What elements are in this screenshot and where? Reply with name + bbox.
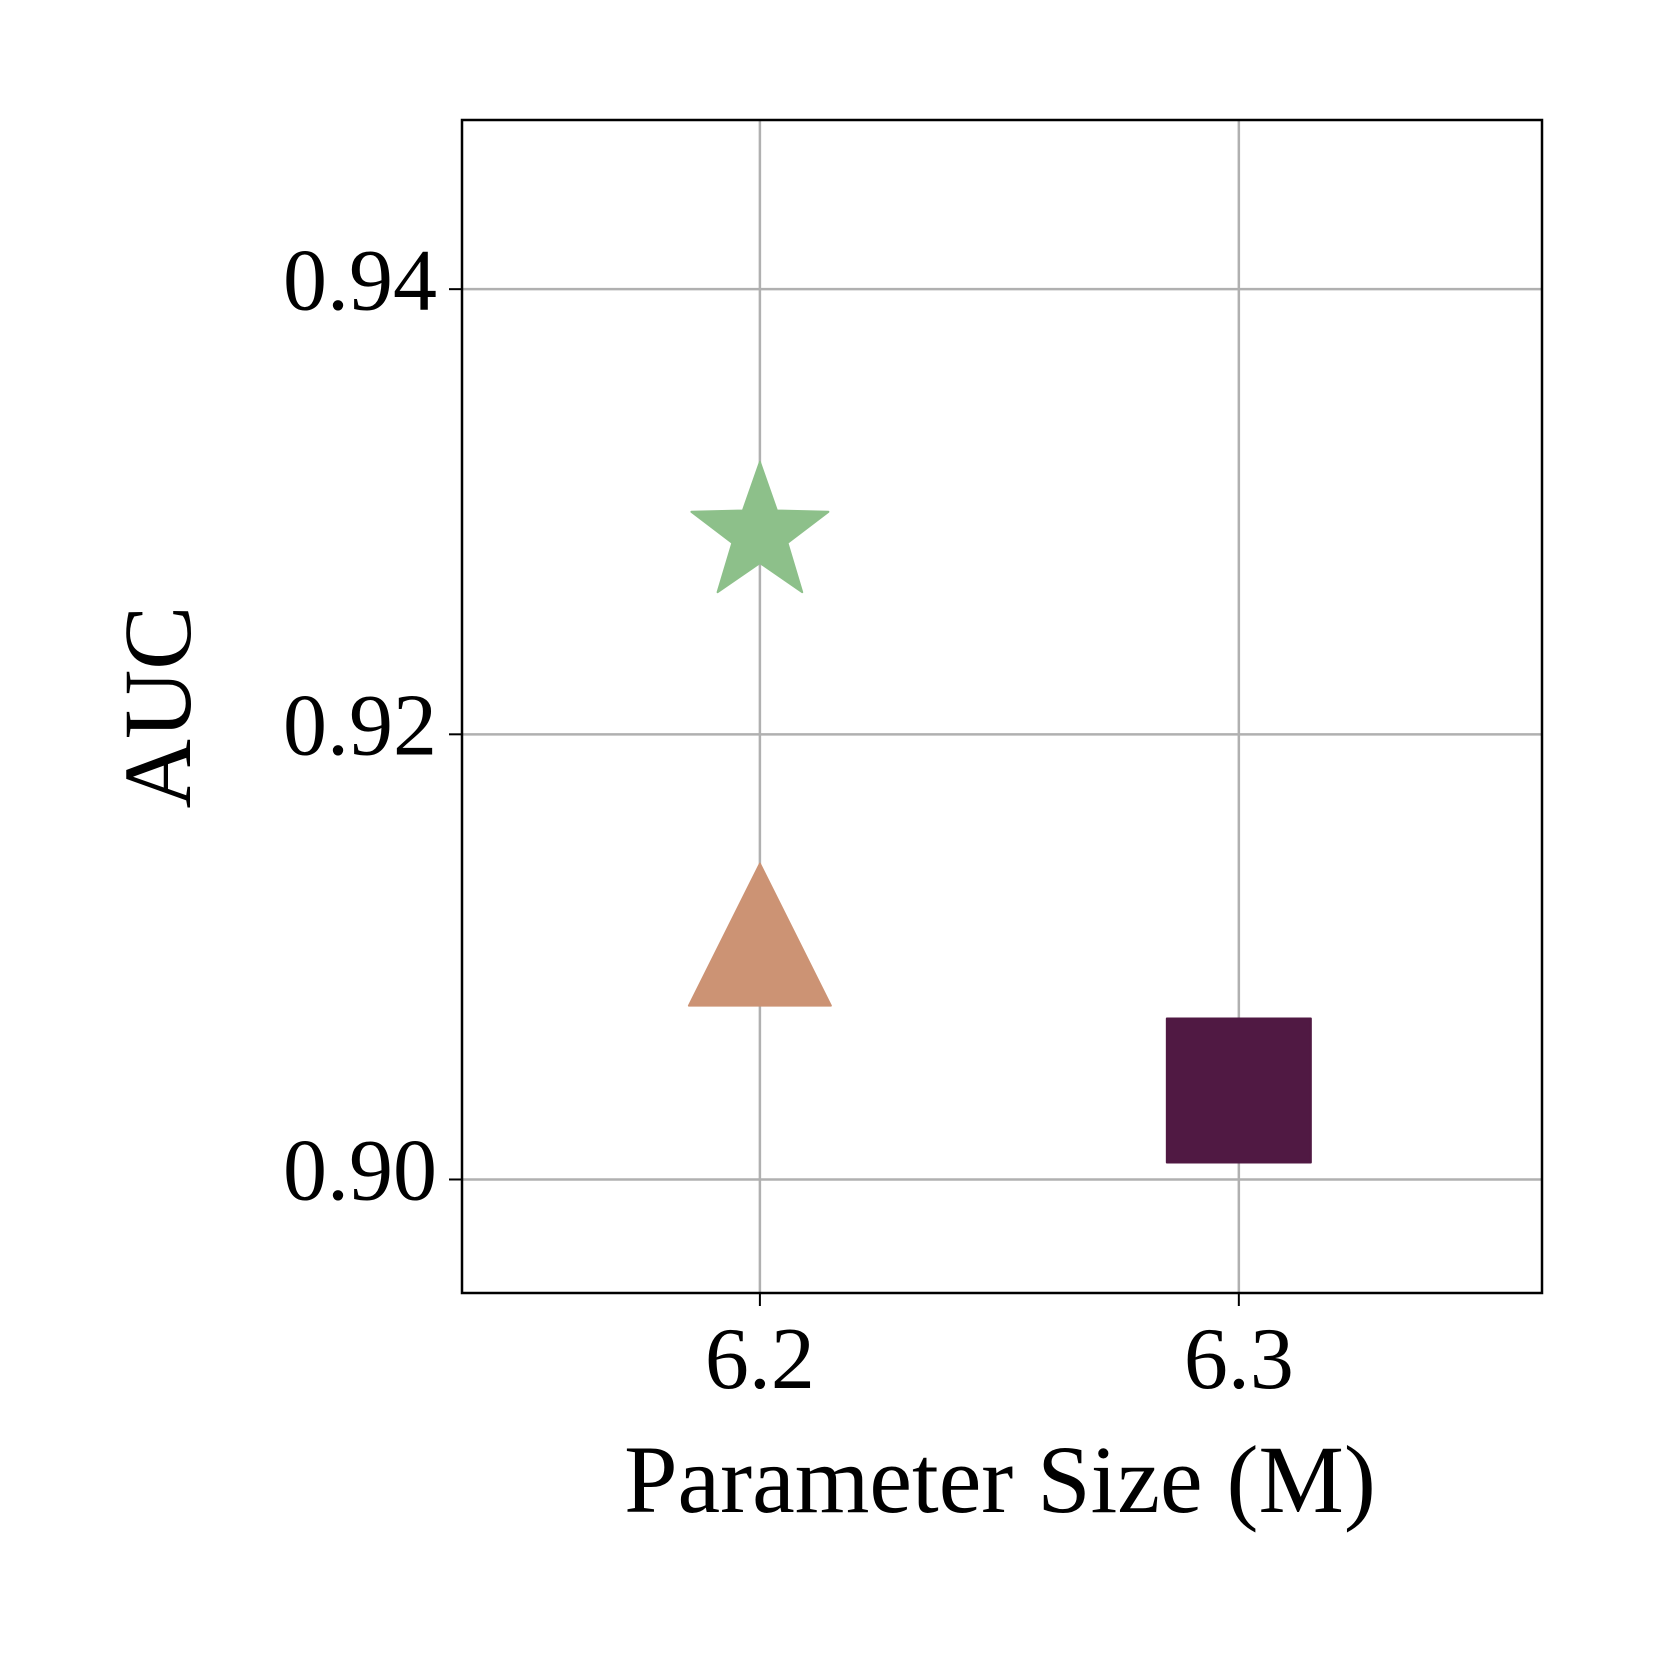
y-tick-label: 0.92 (283, 678, 437, 775)
point (690, 461, 830, 594)
x-tick-label: 6.2 (705, 1311, 815, 1408)
y-tick-label: 0.90 (283, 1123, 437, 1220)
x-tick-label: 6.3 (1184, 1311, 1294, 1408)
y-axis-label: AUC (104, 606, 211, 809)
y-tick-label: 0.94 (283, 232, 437, 329)
x-axis-label: Parameter Size (M) (624, 1426, 1376, 1533)
point (687, 862, 832, 1007)
point (1165, 1017, 1312, 1164)
plot-frame (460, 118, 1544, 1295)
